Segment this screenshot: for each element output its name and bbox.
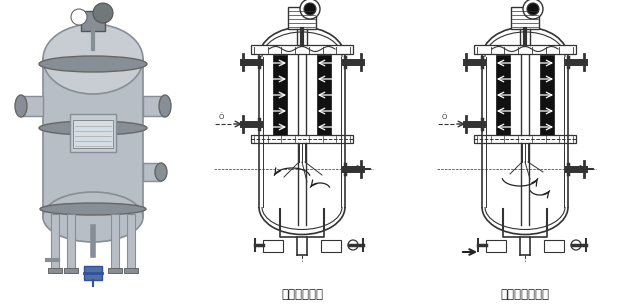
Circle shape bbox=[71, 9, 87, 25]
Bar bbox=[21, 96, 43, 116]
Bar bbox=[108, 268, 122, 273]
Bar bbox=[84, 266, 102, 280]
Ellipse shape bbox=[39, 121, 147, 135]
Ellipse shape bbox=[15, 95, 27, 117]
Bar bbox=[51, 214, 59, 270]
Text: 滤芯反冲洗状态: 滤芯反冲洗状态 bbox=[500, 288, 549, 301]
Circle shape bbox=[304, 3, 316, 15]
Bar bbox=[251, 45, 353, 54]
Bar bbox=[143, 163, 161, 181]
Bar bbox=[496, 55, 510, 135]
Bar bbox=[127, 214, 135, 270]
Bar bbox=[544, 240, 564, 252]
Bar bbox=[474, 45, 576, 54]
Bar bbox=[111, 214, 119, 270]
Bar bbox=[251, 135, 353, 143]
Bar bbox=[73, 120, 113, 148]
Ellipse shape bbox=[155, 163, 167, 181]
Bar bbox=[67, 214, 75, 270]
Bar bbox=[43, 59, 143, 217]
Bar bbox=[486, 240, 506, 252]
Bar bbox=[511, 7, 539, 29]
Bar bbox=[64, 268, 78, 273]
Bar bbox=[317, 55, 331, 135]
Bar bbox=[48, 268, 62, 273]
Bar bbox=[273, 55, 287, 135]
Circle shape bbox=[300, 0, 320, 19]
Text: Ô: Ô bbox=[441, 114, 447, 120]
Ellipse shape bbox=[159, 95, 171, 117]
Bar bbox=[70, 114, 116, 152]
Circle shape bbox=[527, 3, 539, 15]
Ellipse shape bbox=[43, 192, 143, 242]
Bar bbox=[81, 11, 105, 31]
Bar bbox=[124, 268, 138, 273]
Ellipse shape bbox=[39, 56, 147, 72]
Bar bbox=[288, 7, 316, 29]
Circle shape bbox=[571, 240, 581, 250]
Bar bbox=[540, 55, 554, 135]
Bar bbox=[474, 135, 576, 143]
Bar bbox=[143, 96, 165, 116]
Circle shape bbox=[348, 240, 358, 250]
Circle shape bbox=[93, 3, 113, 23]
Text: 正常过滤状态: 正常过滤状态 bbox=[281, 288, 323, 301]
Ellipse shape bbox=[40, 203, 146, 215]
Bar bbox=[321, 240, 341, 252]
Bar bbox=[263, 240, 283, 252]
Ellipse shape bbox=[43, 24, 143, 94]
Text: Ô: Ô bbox=[219, 114, 224, 120]
Circle shape bbox=[523, 0, 543, 19]
